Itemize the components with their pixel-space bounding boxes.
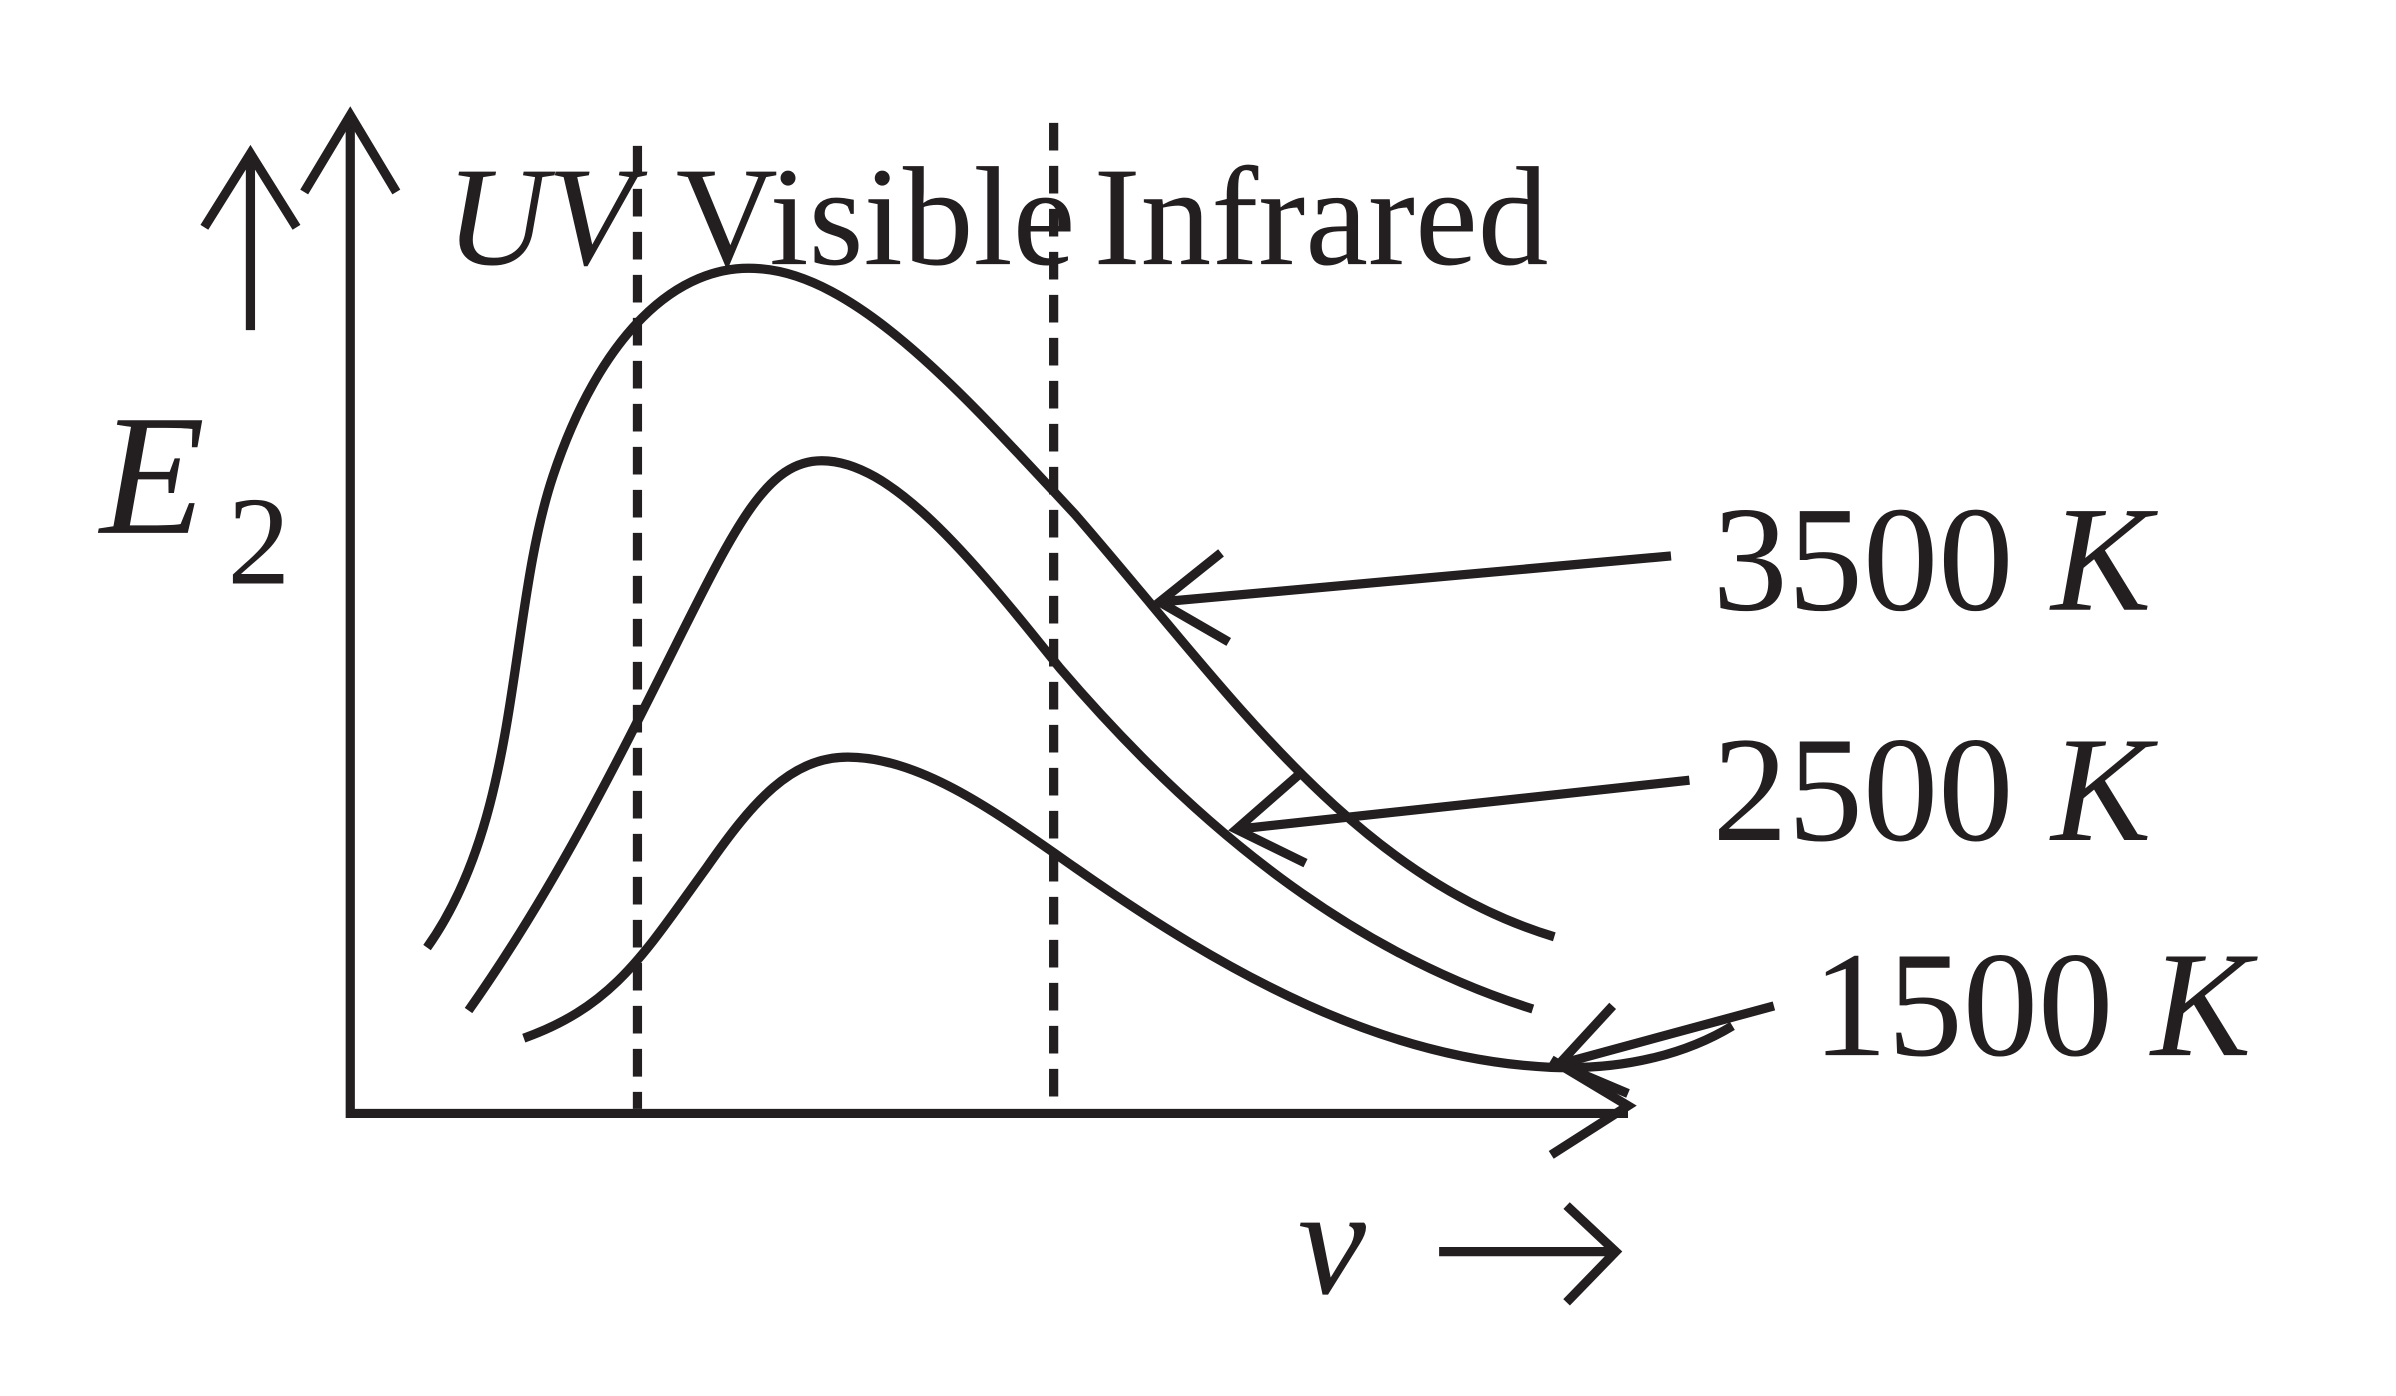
pointer-2500 — [1228, 772, 1690, 868]
pointer-3500 — [1151, 549, 1672, 646]
unit: K — [2149, 921, 2258, 1088]
unit: K — [2049, 476, 2158, 643]
temperature: 2500 — [1712, 706, 2013, 873]
y-label-subscript: 2 — [227, 473, 290, 612]
x-label: v — [1298, 1157, 1367, 1327]
temperature: 3500 — [1712, 476, 2013, 643]
y-label: E — [97, 381, 205, 571]
band-label: Infrared — [1094, 138, 1549, 295]
band-label: Visible — [676, 138, 1076, 295]
temperature: 1500 — [1812, 921, 2113, 1088]
unit: K — [2049, 706, 2158, 873]
curve-label: 1500 K — [1812, 921, 2258, 1088]
curve-2500 — [464, 456, 1535, 1014]
axes — [345, 115, 1629, 1119]
curve-label: 3500 K — [1712, 476, 2158, 643]
x-label-arrow — [1439, 1202, 1623, 1306]
pointer-1500 — [1551, 1001, 1776, 1098]
curve-label: 2500 K — [1712, 706, 2158, 873]
curve-1500 — [522, 752, 1735, 1073]
up-arrow — [200, 144, 301, 331]
y-axis-arrowhead — [300, 106, 401, 195]
curve-3500 — [423, 263, 1556, 951]
band-label: UV — [445, 138, 647, 295]
